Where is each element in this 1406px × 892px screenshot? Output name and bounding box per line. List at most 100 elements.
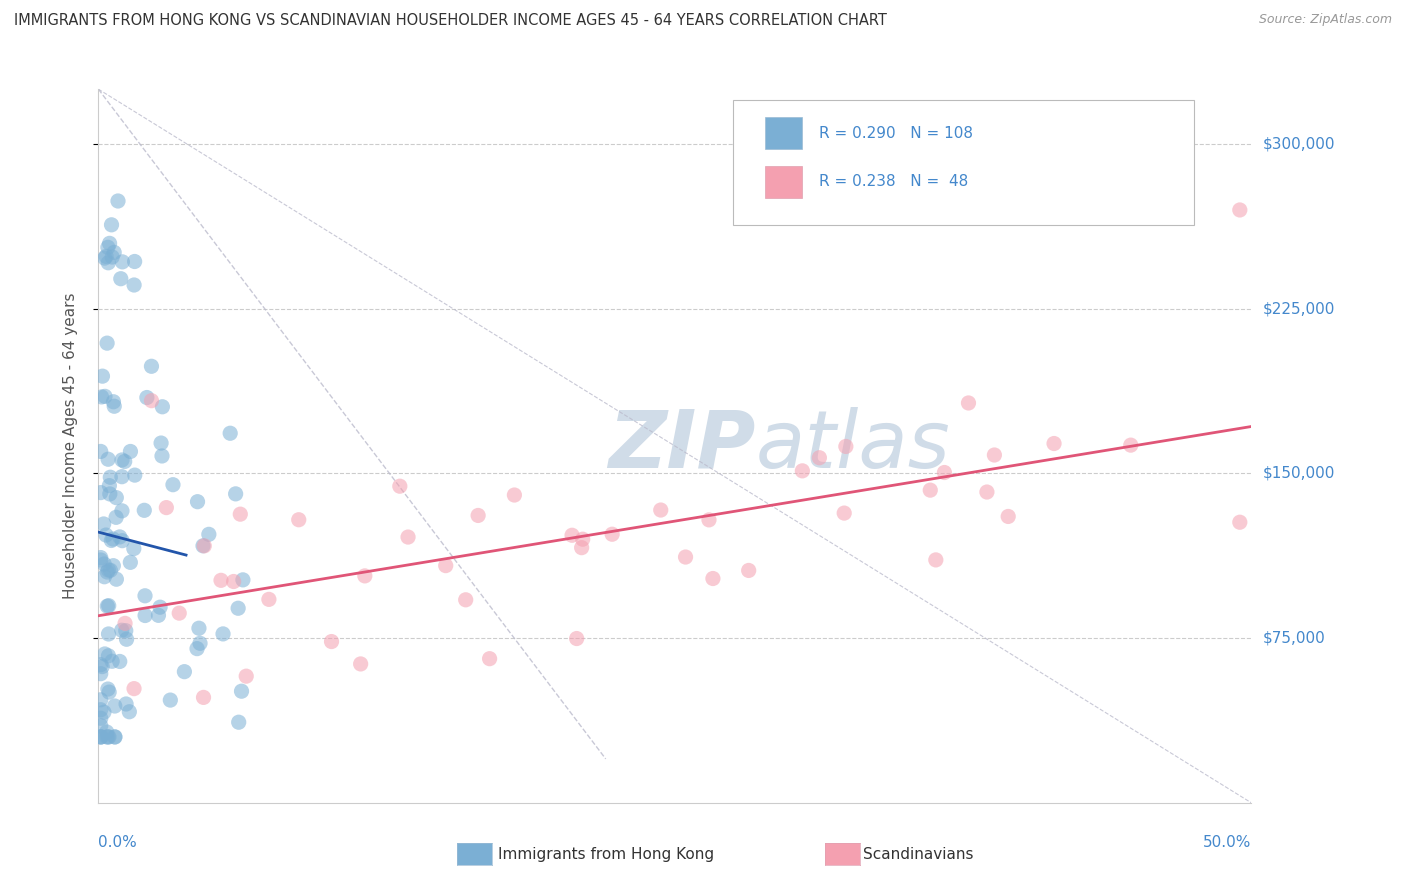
Point <box>1043 436 1066 450</box>
Point <box>1119 438 1142 452</box>
Point <box>96 599 118 614</box>
Point <box>228 715 250 730</box>
Point <box>103 245 125 260</box>
Point <box>98 685 121 699</box>
Point <box>120 444 142 458</box>
Point <box>835 440 858 454</box>
Point <box>90 711 112 725</box>
Point <box>90 719 112 733</box>
Point <box>600 527 623 541</box>
Text: Source: ZipAtlas.com: Source: ZipAtlas.com <box>1258 13 1392 27</box>
Point <box>187 621 209 635</box>
Point <box>90 730 112 744</box>
Point <box>219 426 242 441</box>
Point <box>737 564 759 578</box>
Point <box>235 669 257 683</box>
Point <box>191 539 214 553</box>
Text: 50.0%: 50.0% <box>1204 835 1251 850</box>
Point <box>571 532 593 546</box>
Point <box>96 565 118 579</box>
Point <box>198 527 221 541</box>
Point <box>134 503 156 517</box>
Point <box>565 632 588 646</box>
Point <box>111 469 134 483</box>
Point <box>162 477 184 491</box>
Point <box>97 240 120 254</box>
Point <box>396 530 419 544</box>
Point <box>134 608 156 623</box>
Point <box>90 703 112 717</box>
Point <box>96 730 118 744</box>
Point <box>115 697 138 711</box>
Point <box>103 558 125 573</box>
Point <box>97 452 120 467</box>
Point <box>173 665 195 679</box>
Point <box>107 194 129 208</box>
Point <box>209 574 232 588</box>
Point <box>257 592 280 607</box>
Y-axis label: Householder Income Ages 45 - 64 years: Householder Income Ages 45 - 64 years <box>63 293 77 599</box>
Point <box>925 553 948 567</box>
Point <box>983 448 1005 462</box>
Point <box>91 659 114 673</box>
Point <box>90 666 112 681</box>
Point <box>114 616 136 631</box>
Point <box>100 533 122 548</box>
Point <box>110 271 132 285</box>
Point <box>94 647 117 661</box>
Point <box>90 550 112 565</box>
Point <box>96 725 118 739</box>
Point <box>98 487 121 501</box>
Point <box>478 651 501 665</box>
Point <box>467 508 489 523</box>
Point <box>111 255 134 269</box>
Text: Scandinavians: Scandinavians <box>863 847 974 862</box>
Point <box>454 592 477 607</box>
Point <box>150 449 173 463</box>
Point <box>94 528 117 542</box>
Point <box>94 249 117 263</box>
Text: R = 0.290   N = 108: R = 0.290 N = 108 <box>818 126 973 141</box>
Point <box>832 506 855 520</box>
Text: atlas: atlas <box>755 407 950 485</box>
Point <box>97 599 120 613</box>
Point <box>90 730 112 744</box>
Point <box>186 494 208 508</box>
Point <box>167 606 190 620</box>
Point <box>212 627 235 641</box>
Point <box>122 541 145 556</box>
Point <box>100 563 122 577</box>
Point <box>141 393 163 408</box>
Point <box>229 507 252 521</box>
Point <box>98 236 121 251</box>
Point <box>792 464 814 478</box>
Point <box>104 730 127 744</box>
Point <box>96 336 118 351</box>
Point <box>957 396 980 410</box>
Text: IMMIGRANTS FROM HONG KONG VS SCANDINAVIAN HOUSEHOLDER INCOME AGES 45 - 64 YEARS : IMMIGRANTS FROM HONG KONG VS SCANDINAVIA… <box>14 13 887 29</box>
Point <box>388 479 411 493</box>
Point <box>188 636 211 650</box>
Point <box>98 730 121 744</box>
Point <box>93 705 115 719</box>
Point <box>90 553 112 567</box>
Point <box>101 532 124 546</box>
Point <box>118 705 141 719</box>
Point <box>650 503 672 517</box>
Point <box>321 634 343 648</box>
Point <box>111 504 134 518</box>
Point <box>101 654 124 668</box>
Point <box>148 608 170 623</box>
FancyBboxPatch shape <box>765 166 801 198</box>
Point <box>103 399 125 413</box>
Point <box>93 516 115 531</box>
Point <box>350 657 373 671</box>
Point <box>105 510 128 524</box>
Point <box>93 570 115 584</box>
Point <box>134 589 156 603</box>
Point <box>97 563 120 577</box>
Point <box>226 601 249 615</box>
Point <box>98 470 121 484</box>
Point <box>150 436 173 450</box>
Point <box>97 256 120 270</box>
